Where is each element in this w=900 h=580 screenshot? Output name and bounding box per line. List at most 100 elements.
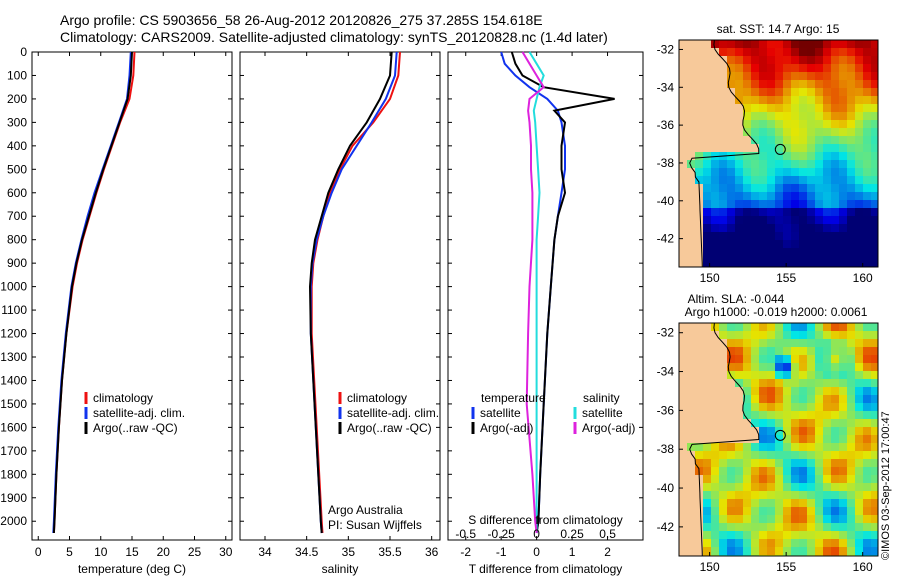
map-cell [751, 48, 759, 56]
map-cell [799, 232, 807, 240]
map-cell [751, 152, 759, 160]
map-cell [751, 419, 759, 427]
map-cell [831, 395, 839, 403]
map-cell [719, 475, 727, 483]
map-cell [799, 256, 807, 264]
map-cell [783, 160, 791, 168]
map-cell [743, 347, 751, 355]
map-cell [807, 331, 815, 339]
map-cell [727, 144, 735, 152]
figure-title-line2: Climatology: CARS2009. Satellite-adjuste… [60, 29, 608, 45]
map-x-tick-label: 155 [776, 560, 796, 574]
series-line-argo-raw-qc- [52, 51, 133, 534]
map-cell [743, 371, 751, 379]
map-cell [783, 363, 791, 371]
map-cell [791, 411, 799, 419]
map-cell [791, 96, 799, 104]
map-cell [775, 523, 783, 531]
map-cell [791, 176, 799, 184]
map-cell [807, 451, 815, 459]
map-cell [679, 184, 687, 192]
map-cell [791, 104, 799, 112]
map-cell [751, 40, 759, 48]
map-cell [759, 403, 767, 411]
map-cell [759, 208, 767, 216]
map-cell [767, 363, 775, 371]
map-sla-map: 150 155 160-32-34-36-38-40-42 [657, 322, 879, 574]
map-cell [799, 136, 807, 144]
map-cell [831, 323, 839, 331]
map-cell [847, 48, 855, 56]
map-cell [711, 347, 719, 355]
x-tick-label: 15 [125, 545, 139, 559]
map-cell [679, 40, 687, 48]
y-tick-label: 100 [7, 68, 27, 82]
map-cell [735, 240, 743, 248]
map-cell [799, 96, 807, 104]
map-cell [871, 491, 878, 499]
map-cell [791, 419, 799, 427]
map-cell [759, 475, 767, 483]
map-cell [791, 443, 799, 451]
map-cell [863, 48, 871, 56]
map-cell [775, 411, 783, 419]
map-cell [679, 411, 687, 419]
map-cell [775, 208, 783, 216]
x-tick-label: -2 [460, 545, 471, 559]
map-cell [871, 224, 878, 232]
map-cell [823, 144, 831, 152]
map-cell [695, 232, 703, 240]
map-cell [839, 48, 847, 56]
map-cell [775, 40, 783, 48]
map-cell [695, 323, 703, 331]
map-cell [735, 331, 743, 339]
map-cell [807, 547, 815, 555]
map-cell [799, 531, 807, 539]
map-cell [831, 499, 839, 507]
map-cell [799, 120, 807, 128]
y-tick-label: 200 [7, 92, 27, 106]
map-cell [679, 339, 687, 347]
map-cell [711, 240, 719, 248]
map-cell [783, 507, 791, 515]
map-cell [687, 419, 695, 427]
map-cell [839, 459, 847, 467]
map-cell [735, 128, 743, 136]
map-cell [679, 48, 687, 56]
map-cell [735, 152, 743, 160]
map-cell [855, 379, 863, 387]
map-cell [727, 112, 735, 120]
map-cell [815, 539, 823, 547]
map-cell [759, 232, 767, 240]
map-cell [775, 176, 783, 184]
map-cell [695, 152, 703, 160]
map-cell [839, 379, 847, 387]
map-cell [775, 539, 783, 547]
map-cell [679, 80, 687, 88]
map-cell [735, 451, 743, 459]
x2-axis-label: S difference from climatology [468, 513, 623, 527]
map-cell [727, 136, 735, 144]
map-cell [751, 72, 759, 80]
map-cell [703, 192, 711, 200]
map-cell [687, 40, 695, 48]
map-cell [703, 379, 711, 387]
map-cell [807, 539, 815, 547]
map-cell [783, 176, 791, 184]
map-cell [711, 467, 719, 475]
map-cell [727, 331, 735, 339]
map-cell [735, 467, 743, 475]
map-cell [799, 435, 807, 443]
map-cell [799, 323, 807, 331]
map-cell [855, 168, 863, 176]
map-cell [871, 72, 878, 80]
map-cell [711, 331, 719, 339]
diff-series-salinity-argo-adj- [521, 51, 546, 534]
temp-legend-label: Argo(..raw -QC) [93, 421, 178, 435]
map-cell [855, 435, 863, 443]
map-cell [799, 208, 807, 216]
map-cell [783, 539, 791, 547]
map-cell [703, 40, 711, 48]
map-cell [679, 363, 687, 371]
map-cell [679, 531, 687, 539]
